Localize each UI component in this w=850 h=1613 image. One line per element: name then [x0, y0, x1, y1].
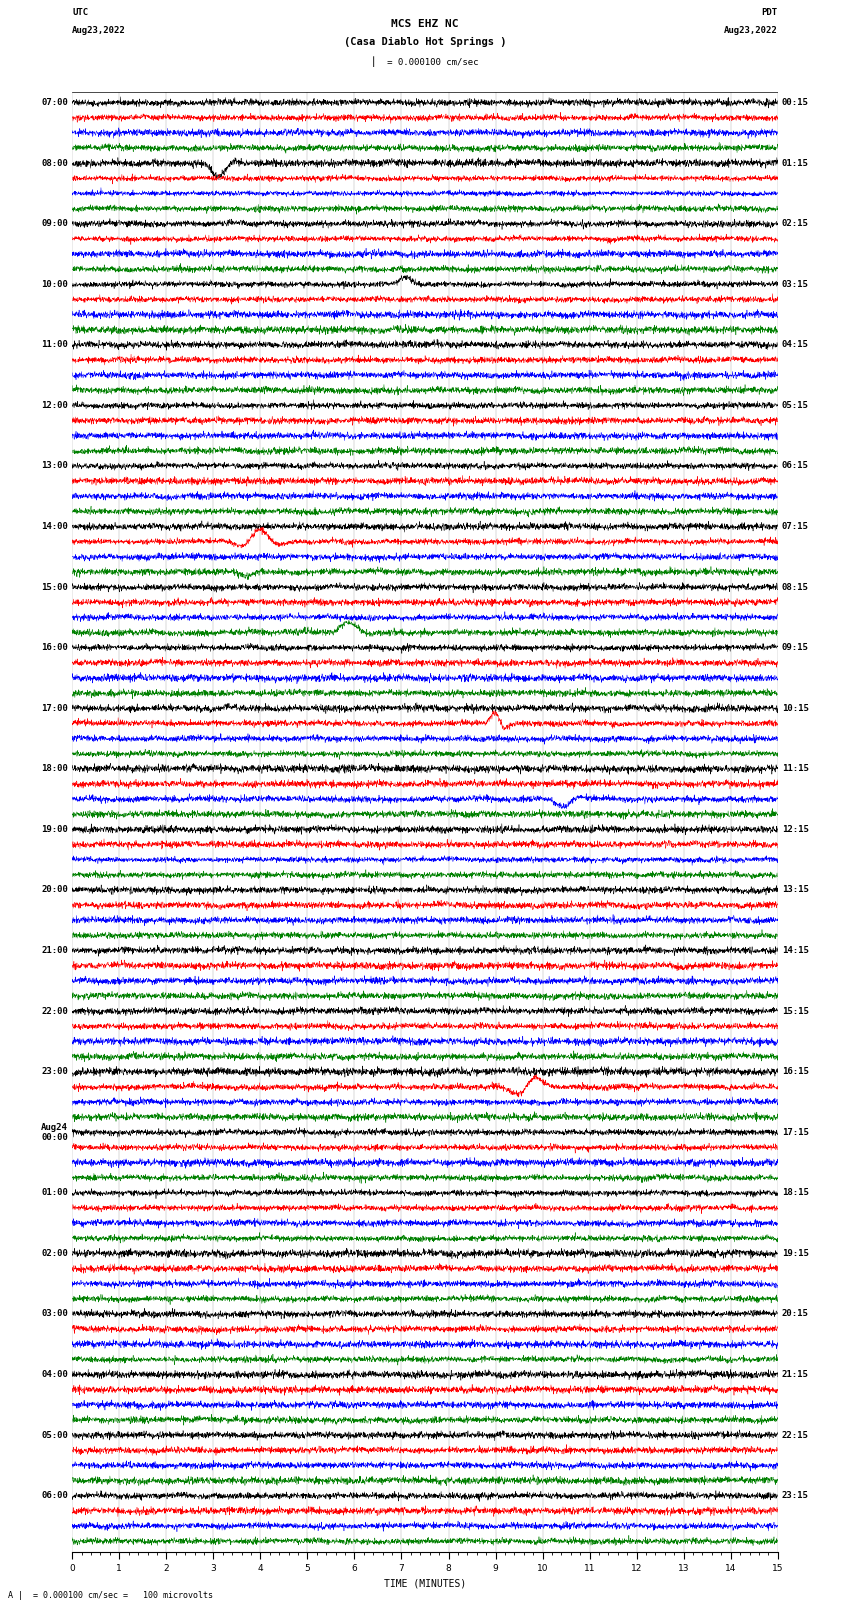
Text: 15:15: 15:15	[782, 1007, 809, 1016]
Text: 01:15: 01:15	[782, 158, 809, 168]
Text: 08:15: 08:15	[782, 582, 809, 592]
Text: 01:00: 01:00	[41, 1189, 68, 1197]
Text: 18:00: 18:00	[41, 765, 68, 773]
Text: 09:15: 09:15	[782, 644, 809, 652]
Text: 14:00: 14:00	[41, 523, 68, 531]
Text: 13:15: 13:15	[782, 886, 809, 895]
Text: 10:15: 10:15	[782, 703, 809, 713]
Text: 12:00: 12:00	[41, 402, 68, 410]
Text: A |  = 0.000100 cm/sec =   100 microvolts: A | = 0.000100 cm/sec = 100 microvolts	[8, 1590, 213, 1600]
Text: 07:15: 07:15	[782, 523, 809, 531]
Text: Aug24
00:00: Aug24 00:00	[41, 1123, 68, 1142]
Text: 05:00: 05:00	[41, 1431, 68, 1440]
Text: 11:15: 11:15	[782, 765, 809, 773]
Text: UTC: UTC	[72, 8, 88, 18]
Text: 16:15: 16:15	[782, 1068, 809, 1076]
Text: Aug23,2022: Aug23,2022	[72, 26, 126, 35]
Text: 17:00: 17:00	[41, 703, 68, 713]
Text: 19:15: 19:15	[782, 1248, 809, 1258]
Text: 11:00: 11:00	[41, 340, 68, 350]
Text: 06:00: 06:00	[41, 1490, 68, 1500]
Text: 03:00: 03:00	[41, 1310, 68, 1318]
Text: (Casa Diablo Hot Springs ): (Casa Diablo Hot Springs )	[343, 37, 507, 47]
Text: 21:00: 21:00	[41, 947, 68, 955]
Text: 02:00: 02:00	[41, 1248, 68, 1258]
Text: 17:15: 17:15	[782, 1127, 809, 1137]
Text: 22:15: 22:15	[782, 1431, 809, 1440]
Text: ⎮  = 0.000100 cm/sec: ⎮ = 0.000100 cm/sec	[371, 56, 479, 68]
Text: 04:00: 04:00	[41, 1369, 68, 1379]
Text: 08:00: 08:00	[41, 158, 68, 168]
Text: 15:00: 15:00	[41, 582, 68, 592]
Text: 03:15: 03:15	[782, 279, 809, 289]
Text: MCS EHZ NC: MCS EHZ NC	[391, 19, 459, 29]
Text: 05:15: 05:15	[782, 402, 809, 410]
Text: 22:00: 22:00	[41, 1007, 68, 1016]
Text: 13:00: 13:00	[41, 461, 68, 471]
Text: 23:15: 23:15	[782, 1490, 809, 1500]
Text: 14:15: 14:15	[782, 947, 809, 955]
Text: 23:00: 23:00	[41, 1068, 68, 1076]
Text: 06:15: 06:15	[782, 461, 809, 471]
Text: Aug23,2022: Aug23,2022	[724, 26, 778, 35]
Text: 19:00: 19:00	[41, 824, 68, 834]
Text: 09:00: 09:00	[41, 219, 68, 227]
Text: PDT: PDT	[762, 8, 778, 18]
Text: 04:15: 04:15	[782, 340, 809, 350]
Text: 10:00: 10:00	[41, 279, 68, 289]
Text: 12:15: 12:15	[782, 824, 809, 834]
Text: 21:15: 21:15	[782, 1369, 809, 1379]
Text: 20:00: 20:00	[41, 886, 68, 895]
Text: 18:15: 18:15	[782, 1189, 809, 1197]
Text: 16:00: 16:00	[41, 644, 68, 652]
Text: 00:15: 00:15	[782, 98, 809, 106]
Text: 07:00: 07:00	[41, 98, 68, 106]
X-axis label: TIME (MINUTES): TIME (MINUTES)	[384, 1578, 466, 1589]
Text: 20:15: 20:15	[782, 1310, 809, 1318]
Text: 02:15: 02:15	[782, 219, 809, 227]
